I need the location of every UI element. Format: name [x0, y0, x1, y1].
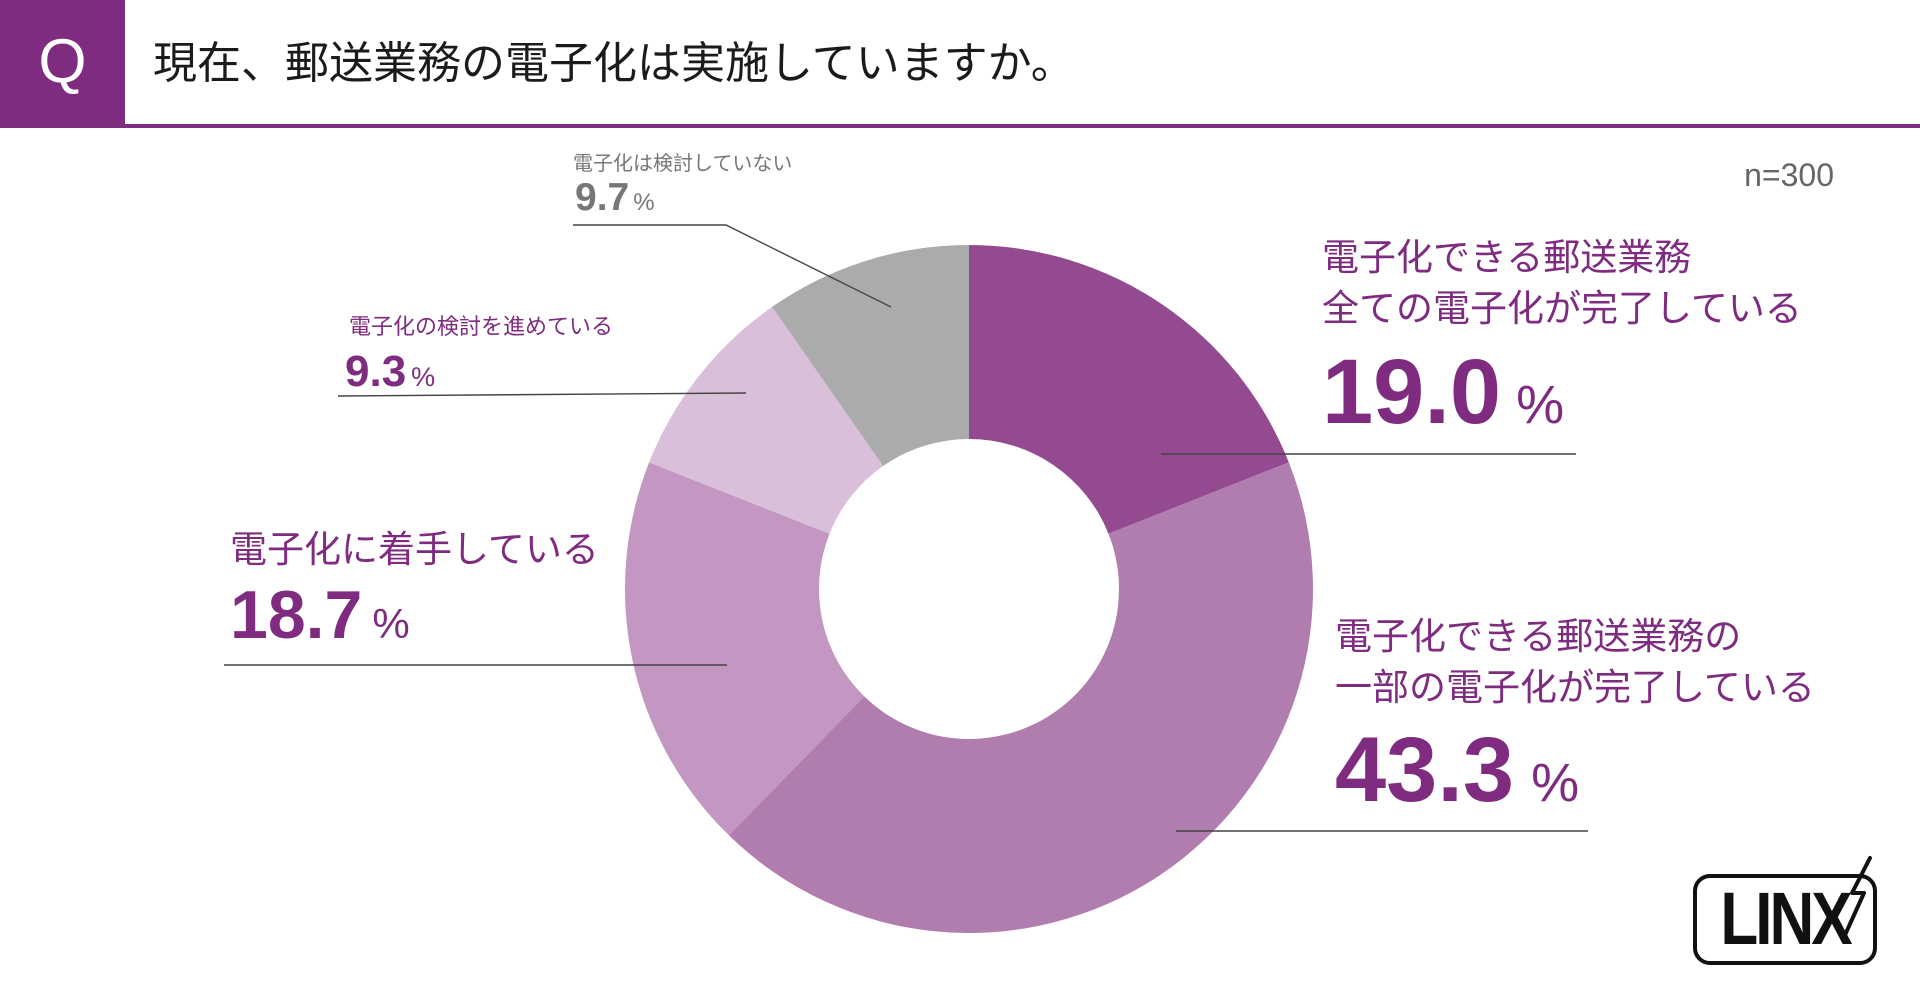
- value-label-started: 18.7 %: [230, 581, 410, 649]
- logo-text: LINX: [1720, 877, 1852, 961]
- value-unit: %: [1516, 375, 1565, 435]
- page-title: 現在、郵送業務の電子化は実施していますか。: [153, 38, 1075, 89]
- slice-label-considering: 電子化の検討を進めている: [349, 315, 614, 340]
- value-label-not-considering: 9.7 %: [575, 178, 655, 217]
- value-unit: %: [633, 189, 655, 216]
- value-label-partially-digitized: 43.3 %: [1335, 724, 1579, 816]
- slice-label-all-digitized-line-1: 電子化できる郵送業務: [1322, 236, 1692, 279]
- leader-line-not-considering: [573, 224, 892, 308]
- slice-all-digitized: [969, 245, 1289, 534]
- leader-lines: [224, 224, 1588, 832]
- value-number: 19.0: [1322, 341, 1502, 443]
- donut-slices: [625, 245, 1314, 933]
- question-header: Q 現在、郵送業務の電子化は実施していますか。: [0, 0, 1920, 128]
- value-unit: %: [411, 362, 436, 392]
- slice-not-considering: [772, 245, 969, 467]
- slice-partially-digitized: [728, 462, 1314, 933]
- question-letter: Q: [38, 27, 87, 96]
- slice-label-all-digitized-line-2: 全ての電子化が完了している: [1322, 287, 1802, 330]
- slice-label-partially-digitized-line-2: 一部の電子化が完了している: [1335, 666, 1815, 709]
- value-label-considering: 9.3 %: [345, 350, 435, 394]
- value-unit: %: [1531, 753, 1580, 813]
- slice-label-started: 電子化に着手している: [230, 528, 599, 571]
- slice-started: [625, 462, 865, 836]
- question-marker: Q: [0, 0, 125, 124]
- value-number: 9.7: [575, 176, 630, 219]
- value-number: 43.3: [1335, 719, 1515, 821]
- value-number: 9.3: [345, 347, 407, 396]
- value-label-all-digitized: 19.0 %: [1322, 346, 1564, 438]
- slice-label-partially-digitized-line-1: 電子化できる郵送業務の: [1335, 615, 1742, 658]
- slice-considering: [649, 306, 884, 534]
- value-unit: %: [372, 600, 410, 647]
- leader-line-considering: [337, 392, 747, 397]
- value-number: 18.7: [230, 577, 363, 653]
- slice-label-not-considering: 電子化は検討していない: [573, 151, 793, 175]
- linx-logo: LINX: [1693, 874, 1877, 965]
- sample-size: n=300: [1744, 157, 1834, 193]
